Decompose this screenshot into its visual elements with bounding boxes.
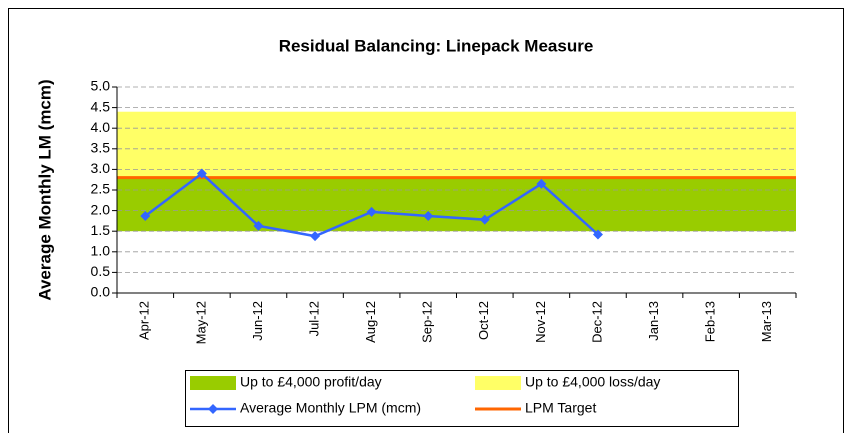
legend-label: Average Monthly LPM (mcm) (240, 400, 421, 416)
y-tick-label: 3.0 (91, 160, 111, 176)
legend-swatch (208, 404, 218, 414)
x-tick-label: Mar-13 (759, 301, 774, 342)
x-tick-label: Dec-12 (589, 301, 604, 343)
x-tick-label: Sep-12 (420, 301, 435, 343)
x-tick-label: Jun-12 (250, 301, 265, 341)
x-tick-label: Oct-12 (476, 301, 491, 340)
legend-label: LPM Target (525, 400, 596, 416)
legend-label: Up to £4,000 profit/day (240, 374, 382, 390)
data-point (423, 210, 434, 221)
y-tick-label: 1.5 (91, 222, 111, 238)
legend-swatch (190, 376, 236, 390)
data-point (196, 168, 207, 179)
data-point (140, 210, 151, 221)
x-tick-label: May-12 (193, 301, 208, 344)
y-tick-label: 4.0 (91, 119, 111, 135)
data-point (536, 178, 547, 189)
y-tick-label: 0.0 (91, 284, 111, 300)
y-tick-label: 3.5 (91, 140, 111, 156)
y-tick-label: 4.5 (91, 98, 111, 114)
y-tick-label: 0.5 (91, 263, 111, 279)
data-point (366, 206, 377, 217)
y-tick-label: 5.0 (91, 78, 111, 94)
y-tick-label: 2.5 (91, 181, 111, 197)
x-tick-label: Aug-12 (363, 301, 378, 343)
band-area (117, 111, 796, 178)
y-tick-label: 2.0 (91, 201, 111, 217)
data-point (479, 214, 490, 225)
x-tick-label: Apr-12 (137, 301, 152, 340)
legend-label: Up to £4,000 loss/day (525, 374, 660, 390)
x-tick-label: Jul-12 (306, 301, 321, 336)
x-tick-label: Feb-13 (703, 301, 718, 342)
band-area (117, 177, 796, 232)
data-point (310, 231, 321, 242)
y-tick-label: 1.0 (91, 243, 111, 259)
legend-box (185, 370, 739, 427)
x-tick-label: Jan-13 (646, 301, 661, 341)
data-point (592, 229, 603, 240)
chart-title: Residual Balancing: Linepack Measure (279, 36, 594, 55)
data-point (253, 220, 264, 231)
x-tick-label: Nov-12 (533, 301, 548, 343)
legend-swatch (475, 376, 521, 390)
y-axis-label: Average Monthly LM (mcm) (35, 79, 54, 300)
